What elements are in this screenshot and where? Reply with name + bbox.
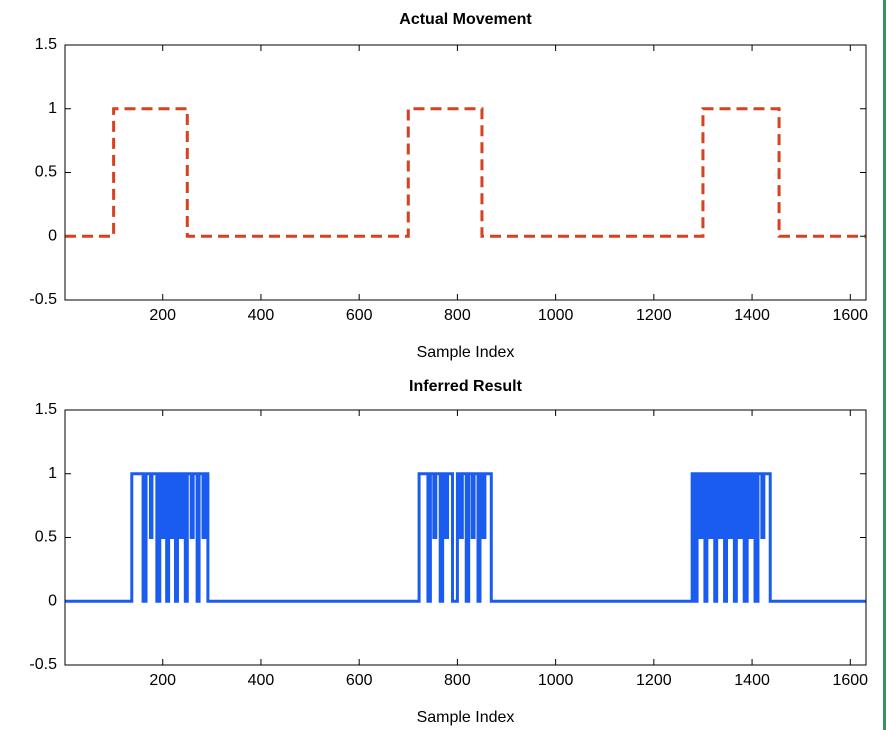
- x-tick-label: 1200: [636, 307, 672, 324]
- x-tick-label: 1600: [832, 672, 868, 689]
- x-tick-label: 800: [444, 307, 471, 324]
- data-line: [65, 472, 866, 603]
- y-tick-label: 1.5: [35, 36, 57, 53]
- x-tick-label: 600: [346, 307, 373, 324]
- x-axis-label: Sample Index: [417, 344, 515, 361]
- x-tick-label: 800: [444, 672, 471, 689]
- y-tick-label: 0.5: [35, 529, 57, 546]
- y-tick-label: 1.5: [35, 401, 57, 418]
- x-tick-label: 200: [149, 672, 176, 689]
- x-tick-label: 1200: [636, 672, 672, 689]
- x-tick-label: 1000: [538, 672, 574, 689]
- x-tick-label: 1400: [734, 307, 770, 324]
- x-tick-label: 1400: [734, 672, 770, 689]
- x-axis-label: Sample Index: [417, 709, 515, 726]
- y-tick-label: 0: [48, 592, 57, 609]
- x-tick-label: 400: [248, 307, 275, 324]
- chart-title: Inferred Result: [409, 378, 523, 395]
- x-tick-label: 200: [149, 307, 176, 324]
- x-tick-label: 1600: [832, 307, 868, 324]
- x-tick-label: 1000: [538, 307, 574, 324]
- chart-title: Actual Movement: [399, 11, 532, 28]
- y-tick-label: 0: [48, 227, 57, 244]
- y-tick-label: 1: [48, 100, 57, 117]
- axes-box: [64, 44, 867, 301]
- x-tick-label: 600: [346, 672, 373, 689]
- y-tick-label: -0.5: [29, 291, 57, 308]
- data-line: [65, 107, 866, 238]
- y-tick-label: -0.5: [29, 656, 57, 673]
- y-tick-label: 1: [48, 465, 57, 482]
- x-tick-label: 400: [248, 672, 275, 689]
- y-tick-label: 0.5: [35, 164, 57, 181]
- axes-box: [64, 409, 867, 666]
